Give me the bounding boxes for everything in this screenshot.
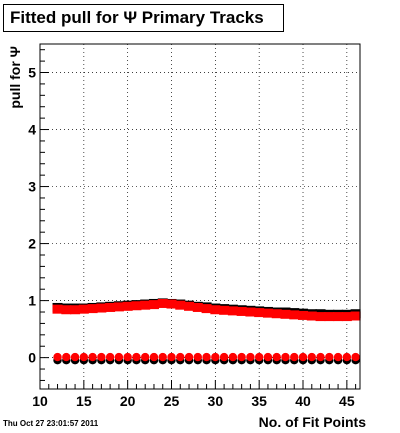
- data-point: [167, 352, 176, 362]
- data-point: [131, 301, 142, 311]
- grid-lines: [40, 44, 360, 389]
- data-point: [272, 352, 281, 362]
- y-tick-label: 5: [28, 65, 36, 81]
- data-point: [193, 352, 203, 362]
- data-point: [228, 352, 238, 362]
- x-tick-label: 25: [164, 393, 180, 409]
- timestamp: Thu Oct 27 23:01:57 2011: [3, 419, 99, 428]
- plot-frame: [39, 43, 361, 390]
- data-point: [280, 309, 291, 319]
- y-axis-label: pull for Ψ: [7, 46, 23, 109]
- data-point: [166, 299, 177, 309]
- data-point: [140, 300, 151, 310]
- data-point: [245, 307, 256, 317]
- data-point: [192, 302, 203, 312]
- data-point: [316, 352, 325, 362]
- data-point: [298, 310, 309, 320]
- data-point: [176, 352, 185, 362]
- data-point: [350, 311, 361, 321]
- data-point: [88, 352, 97, 362]
- x-tick-label: 30: [208, 393, 224, 409]
- data-point: [237, 352, 246, 362]
- data-point: [61, 305, 72, 315]
- data-point: [53, 352, 62, 362]
- data-point: [263, 352, 273, 362]
- data-point: [132, 352, 141, 362]
- data-point: [298, 352, 308, 362]
- data-point: [184, 301, 195, 311]
- data-point: [122, 301, 133, 311]
- x-tick-label: 40: [295, 393, 311, 409]
- data-point: [78, 304, 89, 314]
- data-point: [333, 312, 344, 322]
- data-point: [114, 352, 124, 362]
- data-point: [227, 306, 238, 316]
- data-point: [236, 306, 247, 316]
- data-point: [306, 311, 317, 321]
- data-point: [289, 310, 300, 320]
- data-point: [281, 352, 290, 362]
- y-tick-label: 0: [28, 350, 36, 366]
- data-point: [157, 298, 168, 308]
- data-point: [290, 352, 299, 362]
- x-tick-label: 15: [76, 393, 92, 409]
- data-point: [351, 352, 360, 362]
- data-point: [113, 302, 124, 312]
- chart-title: Fitted pull for Ψ Primary Tracks: [3, 4, 284, 32]
- data-point: [184, 352, 194, 362]
- data-point: [70, 352, 80, 362]
- data-point: [315, 312, 326, 322]
- data-point: [254, 352, 264, 362]
- data-point: [341, 312, 352, 322]
- data-point: [246, 352, 255, 362]
- x-tick-label: 35: [251, 393, 267, 409]
- data-point: [158, 352, 167, 362]
- data-point: [70, 305, 81, 315]
- data-point: [325, 352, 334, 362]
- data-point: [105, 302, 116, 312]
- x-axis-label: No. of Fit Points: [259, 414, 367, 430]
- data-point: [342, 352, 352, 362]
- data-points: [52, 298, 361, 365]
- y-tick-label: 2: [28, 236, 36, 252]
- data-point: [141, 352, 150, 362]
- data-point: [123, 352, 132, 362]
- data-point: [149, 352, 159, 362]
- data-point: [324, 312, 335, 322]
- x-tick-label: 20: [120, 393, 136, 409]
- data-point: [262, 308, 273, 318]
- data-point: [52, 304, 63, 314]
- y-tick-label: 3: [28, 179, 36, 195]
- data-point: [210, 305, 221, 315]
- x-tick-label: 45: [339, 393, 355, 409]
- data-point: [254, 308, 265, 318]
- data-point: [96, 303, 107, 313]
- x-tick-label: 10: [32, 393, 48, 409]
- y-tick-label: 1: [28, 293, 36, 309]
- data-point: [307, 352, 316, 362]
- data-point: [201, 304, 212, 314]
- data-point: [105, 352, 115, 362]
- data-point: [219, 352, 229, 362]
- data-point: [148, 300, 159, 310]
- data-point: [97, 352, 106, 362]
- data-point: [79, 352, 89, 362]
- data-point: [211, 352, 220, 362]
- data-point: [219, 305, 230, 315]
- data-point: [271, 309, 282, 319]
- data-point: [333, 352, 343, 362]
- data-point: [62, 352, 71, 362]
- data-point: [87, 304, 98, 314]
- y-tick-label: 4: [28, 122, 36, 138]
- data-point: [202, 352, 211, 362]
- data-point: [175, 300, 186, 310]
